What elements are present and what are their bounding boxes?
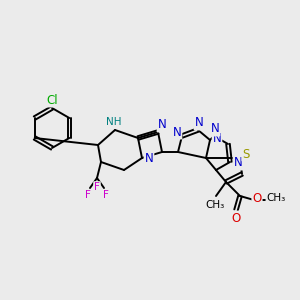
Text: F: F xyxy=(94,182,100,192)
Text: O: O xyxy=(231,212,241,224)
Text: CH₃: CH₃ xyxy=(206,200,225,210)
Text: N: N xyxy=(172,125,182,139)
Text: F: F xyxy=(85,190,91,200)
Text: N: N xyxy=(234,157,242,169)
Text: N: N xyxy=(145,152,153,166)
Text: N: N xyxy=(211,122,219,136)
Text: F: F xyxy=(103,190,109,200)
Text: NH: NH xyxy=(106,117,122,127)
Text: N: N xyxy=(158,118,166,131)
Text: CH₃: CH₃ xyxy=(266,193,286,203)
Text: S: S xyxy=(242,148,250,160)
Text: N: N xyxy=(213,131,221,145)
Text: N: N xyxy=(195,116,203,130)
Text: O: O xyxy=(252,191,262,205)
Text: Cl: Cl xyxy=(46,94,58,106)
